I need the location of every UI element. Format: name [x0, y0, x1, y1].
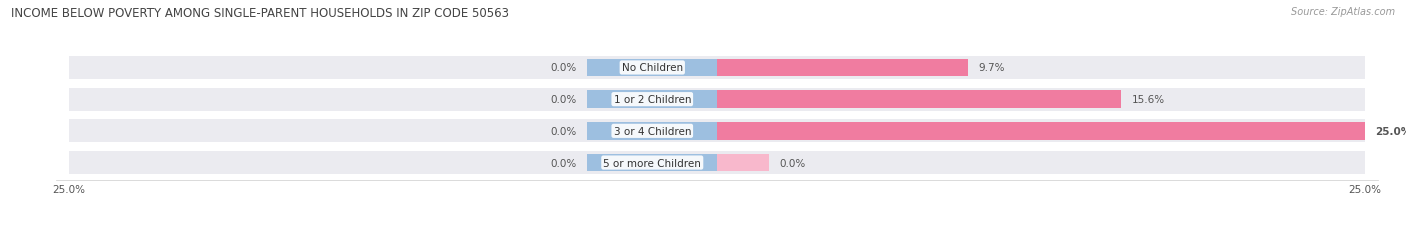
Text: INCOME BELOW POVERTY AMONG SINGLE-PARENT HOUSEHOLDS IN ZIP CODE 50563: INCOME BELOW POVERTY AMONG SINGLE-PARENT…: [11, 7, 509, 20]
Bar: [717, 59, 969, 77]
Bar: [69, 120, 1365, 143]
Text: 25.0%: 25.0%: [1375, 126, 1406, 136]
Text: 15.6%: 15.6%: [1132, 95, 1164, 105]
Text: 0.0%: 0.0%: [551, 126, 576, 136]
Text: 0.0%: 0.0%: [551, 63, 576, 73]
Bar: [717, 91, 1122, 109]
Text: 1 or 2 Children: 1 or 2 Children: [613, 95, 690, 105]
Bar: [717, 122, 1365, 140]
Bar: [588, 154, 717, 172]
Text: 0.0%: 0.0%: [551, 158, 576, 168]
Text: 3 or 4 Children: 3 or 4 Children: [613, 126, 690, 136]
Bar: [588, 91, 717, 109]
Text: 9.7%: 9.7%: [979, 63, 1005, 73]
Text: Source: ZipAtlas.com: Source: ZipAtlas.com: [1291, 7, 1395, 17]
Bar: [717, 154, 769, 172]
Text: 0.0%: 0.0%: [779, 158, 806, 168]
Bar: [69, 152, 1365, 174]
Bar: [588, 122, 717, 140]
Bar: [69, 88, 1365, 111]
Text: No Children: No Children: [621, 63, 683, 73]
Bar: [69, 57, 1365, 79]
Text: 0.0%: 0.0%: [551, 95, 576, 105]
Text: 5 or more Children: 5 or more Children: [603, 158, 702, 168]
Bar: [588, 59, 717, 77]
